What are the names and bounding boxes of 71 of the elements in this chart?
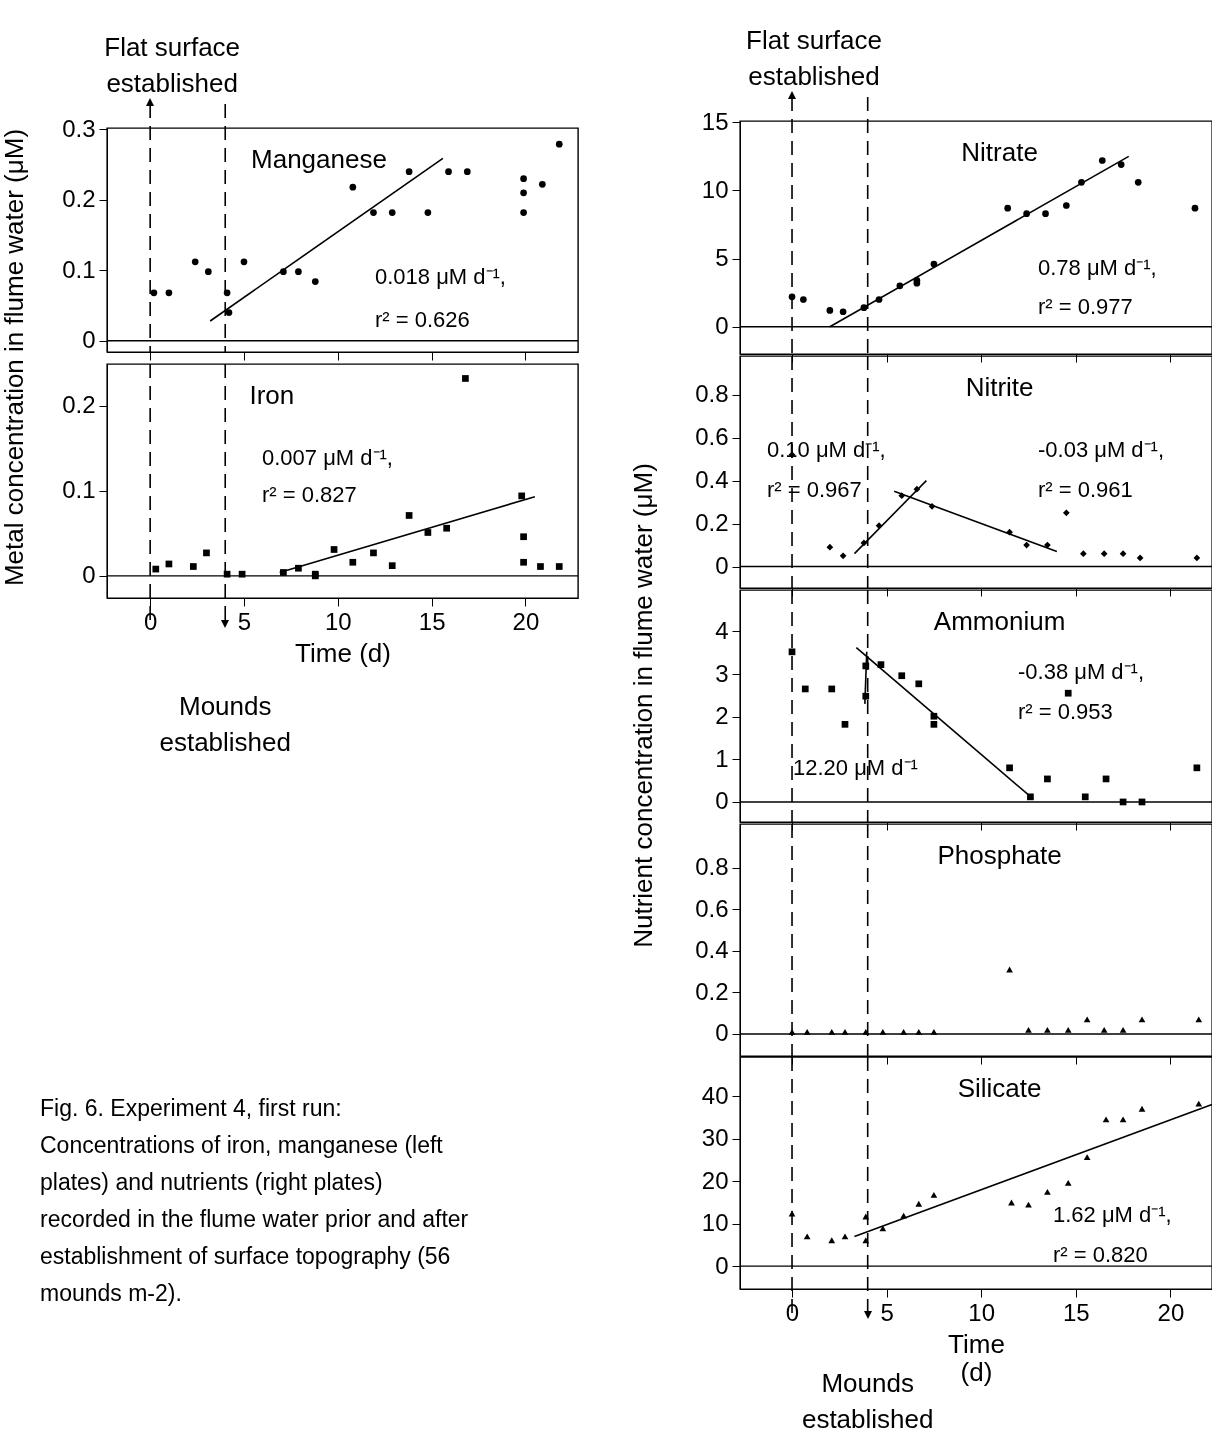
annotation: 1.62 μM d⁻¹, bbox=[1053, 1202, 1172, 1227]
y-tick-label: 0 bbox=[82, 561, 96, 589]
x-tick-label: 20 bbox=[512, 607, 540, 635]
ref-line-label: Mounds established bbox=[801, 1368, 934, 1434]
y-tick-label: 0.3 bbox=[62, 114, 96, 142]
y-tick-label: 0.2 bbox=[62, 185, 96, 213]
x-tick-label: 5 bbox=[237, 607, 252, 635]
caption: Fig. 6. Experiment 4, first run: Concentrations of iron, manganese (left plates) and nutrients (right plates) recorded in the flume water prior and after establishment of surface topography (56 mounds m-2). bbox=[40, 1095, 469, 1306]
annotation: r² = 0.820 bbox=[1053, 1242, 1148, 1267]
y-tick-label: 0 bbox=[715, 552, 729, 580]
y-tick-label: 2 bbox=[715, 702, 729, 730]
y-tick-label: 0.8 bbox=[695, 853, 729, 881]
y-tick-label: 0.8 bbox=[695, 380, 729, 408]
y-tick-label: 30 bbox=[701, 1124, 729, 1152]
y-tick-label: 0.6 bbox=[695, 894, 729, 922]
annotation: r² = 0.967 bbox=[767, 477, 862, 502]
x-tick-label: 5 bbox=[880, 1298, 894, 1326]
y-tick-label: 15 bbox=[701, 107, 729, 135]
y-axis-title: Metal concentration in flume water (μM) bbox=[0, 128, 29, 587]
annotation: r² = 0.827 bbox=[262, 482, 357, 507]
annotation: r² = 0.953 bbox=[1018, 699, 1113, 724]
y-tick-label: 3 bbox=[715, 659, 729, 687]
annotation: r² = 0.626 bbox=[375, 307, 470, 332]
annotation: 12.20 μM d⁻¹ bbox=[793, 755, 918, 780]
y-tick-label: 0 bbox=[82, 326, 96, 354]
x-tick-label: 0 bbox=[143, 607, 158, 635]
x-tick-label: 20 bbox=[1157, 1298, 1185, 1326]
y-tick-label: 0 bbox=[715, 787, 729, 815]
y-tick-label: 0.2 bbox=[62, 391, 96, 419]
y-tick-label: 0 bbox=[715, 1251, 729, 1279]
y-tick-label: 0.2 bbox=[695, 977, 729, 1005]
ref-line-label: Mounds established bbox=[159, 691, 291, 757]
x-tick-label: 10 bbox=[324, 607, 352, 635]
text: Phosphate bbox=[937, 840, 1062, 870]
x-tick-label: 15 bbox=[1062, 1298, 1090, 1326]
x-tick-label: 10 bbox=[968, 1298, 996, 1326]
y-tick-label: 20 bbox=[701, 1166, 729, 1194]
y-tick-label: 10 bbox=[701, 1209, 729, 1237]
x-axis-title: Time (d) bbox=[948, 1328, 1005, 1387]
y-tick-label: 4 bbox=[715, 616, 729, 644]
y-tick-label: 0 bbox=[715, 1019, 729, 1047]
text: Ammonium bbox=[933, 606, 1066, 636]
text: Nitrite bbox=[965, 372, 1034, 402]
y-tick-label: 0.2 bbox=[695, 509, 729, 537]
text: Iron bbox=[249, 380, 295, 410]
x-axis-title: Time (d) bbox=[295, 637, 391, 668]
y-tick-label: 0.1 bbox=[62, 255, 96, 283]
y-tick-label: 5 bbox=[715, 244, 729, 272]
y-axis-title: Nutrient concentration in flume water (μM) bbox=[627, 463, 658, 948]
y-tick-label: 1 bbox=[715, 744, 729, 772]
ref-line-label: Flat surface established bbox=[104, 32, 241, 98]
annotation: -0.03 μM d⁻¹, bbox=[1038, 437, 1165, 462]
y-tick-label: 0.4 bbox=[695, 466, 729, 494]
annotation: r² = 0.977 bbox=[1038, 294, 1133, 319]
y-tick-label: 0.4 bbox=[695, 936, 729, 964]
annotation: 0.007 μM d⁻¹, bbox=[262, 445, 393, 470]
x-tick-label: 0 bbox=[785, 1298, 800, 1326]
text: Manganese bbox=[251, 144, 387, 174]
text: Nitrate bbox=[961, 137, 1038, 167]
annotation: 0.018 μM d⁻¹, bbox=[375, 264, 506, 289]
x-tick-label: 15 bbox=[418, 607, 446, 635]
text: Silicate bbox=[957, 1073, 1042, 1103]
ref-line-label: Flat surface established bbox=[746, 25, 882, 91]
y-tick-label: 40 bbox=[701, 1081, 729, 1109]
annotation: 0.78 μM d⁻¹, bbox=[1038, 255, 1157, 280]
annotation: r² = 0.961 bbox=[1038, 477, 1133, 502]
y-tick-label: 0.6 bbox=[695, 423, 729, 451]
y-tick-label: 0 bbox=[715, 312, 729, 340]
y-tick-label: 0.1 bbox=[62, 476, 96, 504]
annotation: -0.38 μM d⁻¹, bbox=[1018, 659, 1145, 684]
y-tick-label: 10 bbox=[701, 175, 729, 203]
